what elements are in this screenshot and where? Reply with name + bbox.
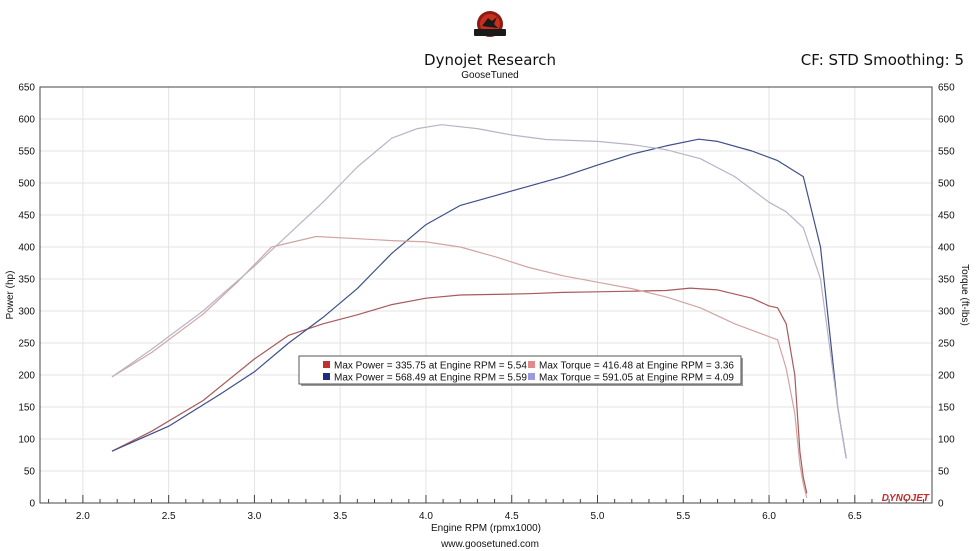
y-tick-label-right: 600 (938, 115, 955, 126)
x-tick-label: 3.5 (333, 511, 347, 522)
y-axis-right-label: Torque (ft-lbs) (959, 264, 970, 326)
y-tick-label-left: 400 (18, 243, 35, 254)
x-tick-label: 2.0 (76, 511, 90, 522)
y-tick-label-right: 550 (938, 147, 955, 158)
chart-subtitle: GooseTuned (461, 70, 519, 81)
x-tick-label: 6.0 (762, 511, 776, 522)
legend-entry: Max Torque = 591.05 at Engine RPM = 4.09 (539, 373, 734, 384)
dynojet-watermark: DYNOJET (882, 493, 930, 504)
y-tick-label-left: 200 (18, 371, 35, 382)
y-axis-left-label: Power (hp) (5, 271, 16, 320)
x-tick-label: 5.0 (591, 511, 605, 522)
power-curve-run-1 (111, 287, 808, 494)
y-tick-label-left: 600 (18, 115, 35, 126)
y-tick-label-right: 0 (938, 499, 944, 510)
legend-swatch (323, 373, 330, 380)
y-tick-label-right: 350 (938, 275, 955, 286)
legend-swatch (323, 361, 330, 368)
y-tick-label-left: 250 (18, 339, 35, 350)
y-tick-label-right: 50 (938, 467, 950, 478)
y-tick-label-left: 50 (24, 467, 36, 478)
y-tick-label-left: 500 (18, 179, 35, 190)
x-tick-label: 5.5 (676, 511, 690, 522)
y-tick-label-left: 450 (18, 211, 35, 222)
y-tick-label-right: 250 (938, 339, 955, 350)
legend-entry: Max Power = 335.75 at Engine RPM = 5.54 (334, 361, 527, 372)
y-tick-label-right: 500 (938, 179, 955, 190)
series-lines (111, 124, 847, 499)
legend-entry: Max Torque = 416.48 at Engine RPM = 3.36 (539, 361, 734, 372)
y-tick-label-right: 300 (938, 307, 955, 318)
y-tick-label-left: 0 (29, 499, 35, 510)
y-tick-label-right: 150 (938, 403, 955, 414)
y-tick-label-right: 400 (938, 243, 955, 254)
legend-swatch (528, 361, 535, 368)
legend-swatch (528, 373, 535, 380)
legend-box (298, 355, 742, 385)
y-tick-label-right: 650 (938, 83, 955, 94)
ticks: 0 0 50 50 100 100 150 150 200 200 250 250 300 300 350 3… (18, 83, 955, 523)
legend-entry: Max Power = 568.49 at Engine RPM = 5.59 (334, 373, 527, 384)
y-tick-label-left: 650 (18, 83, 35, 94)
goose-tuned-logo (474, 11, 506, 37)
x-tick-label: 4.0 (419, 511, 433, 522)
correction-factor-readout: CF: STD Smoothing: 5 (800, 51, 964, 69)
legend: Max Power = 335.75 at Engine RPM = 5.54 M… (298, 355, 743, 386)
x-axis-label: Engine RPM (rpmx1000) (431, 523, 541, 534)
x-tick-label: 6.5 (848, 511, 862, 522)
y-tick-label-left: 100 (18, 435, 35, 446)
y-tick-label-right: 450 (938, 211, 955, 222)
y-tick-label-left: 150 (18, 403, 35, 414)
y-tick-label-left: 300 (18, 307, 35, 318)
chart-title: Dynojet Research (424, 51, 556, 69)
x-tick-label: 4.5 (505, 511, 519, 522)
torque-curve-run-1 (111, 235, 808, 499)
x-tick-label: 2.5 (162, 511, 176, 522)
plot-frame (39, 86, 933, 504)
torque-curve-run-2 (111, 124, 847, 459)
y-tick-label-left: 550 (18, 147, 35, 158)
x-tick-label: 3.0 (247, 511, 261, 522)
power-curve-run-2 (111, 138, 847, 459)
y-tick-label-left: 350 (18, 275, 35, 286)
website-footer: www.goosetuned.com (441, 539, 539, 550)
y-tick-label-right: 200 (938, 371, 955, 382)
y-tick-label-right: 100 (938, 435, 955, 446)
